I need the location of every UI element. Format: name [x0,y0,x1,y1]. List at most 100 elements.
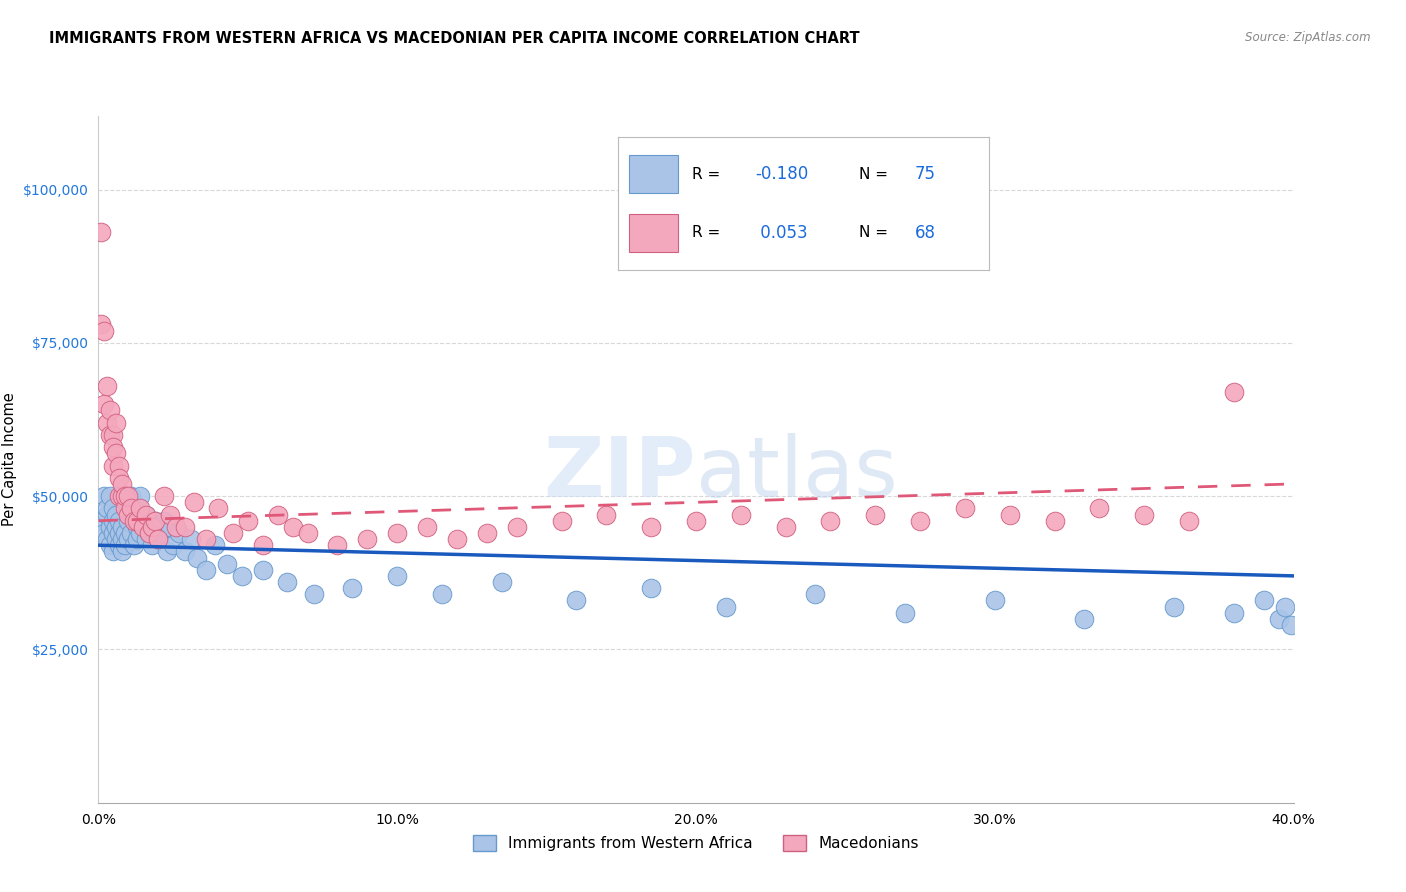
Point [127,514,149,528]
Point [111,544,134,558]
Point [148,532,170,546]
Point [132,514,155,528]
Point [207,501,229,516]
Point [90,226,112,240]
Point [105,520,128,534]
Point [96,378,118,392]
Point [231,569,253,583]
Point [108,538,131,552]
Point [96,532,118,546]
Point [252,538,274,552]
Point [150,525,173,540]
Point [138,525,160,540]
Point [103,544,125,558]
Point [1253,593,1275,607]
Point [93,397,115,411]
Point [90,514,112,528]
Point [98,489,122,503]
Point [111,520,134,534]
Point [281,520,304,534]
Point [96,508,118,522]
Point [195,532,218,546]
Point [252,563,274,577]
Point [111,476,134,491]
Point [204,538,226,552]
Point [685,514,707,528]
Point [93,324,115,338]
Point [1073,612,1095,626]
Point [446,532,468,546]
Point [111,532,134,546]
Point [267,508,290,522]
Point [114,501,136,516]
Point [105,508,128,522]
Point [120,489,142,503]
Point [138,525,160,540]
Point [174,520,197,534]
Point [356,532,378,546]
Point [117,508,139,522]
Point [143,514,166,528]
Point [90,318,112,332]
Point [1088,501,1111,516]
Point [1178,514,1201,528]
Point [98,427,122,442]
Point [108,471,131,485]
Point [894,606,917,620]
Point [222,525,245,540]
Point [236,514,259,528]
Point [148,532,170,546]
Point [143,514,166,528]
Point [117,489,139,503]
Point [103,458,125,473]
Point [984,593,1007,607]
Point [167,525,190,540]
Point [120,525,142,540]
Point [491,574,513,589]
Point [162,538,184,552]
Point [108,489,131,503]
Point [159,520,181,534]
Point [159,508,181,522]
Point [129,489,152,503]
Point [953,501,976,516]
Point [114,525,136,540]
Point [165,520,187,534]
Point [342,581,364,595]
Point [156,544,179,558]
Point [117,514,139,528]
Point [186,550,208,565]
Point [174,544,197,558]
Point [595,508,617,522]
Text: IMMIGRANTS FROM WESTERN AFRICA VS MACEDONIAN PER CAPITA INCOME CORRELATION CHART: IMMIGRANTS FROM WESTERN AFRICA VS MACEDO… [49,31,860,46]
Point [416,520,439,534]
Point [127,520,149,534]
Point [1279,618,1302,632]
Point [105,416,128,430]
Point [135,508,157,522]
Point [908,514,931,528]
Point [1133,508,1156,522]
Point [108,525,131,540]
Point [124,538,146,552]
Point [385,525,409,540]
Point [153,514,176,528]
Point [93,489,115,503]
Point [98,538,122,552]
Point [1043,514,1066,528]
Point [804,587,827,601]
Point [180,532,202,546]
Point [98,520,122,534]
Point [105,532,128,546]
Point [96,501,118,516]
Point [385,569,409,583]
Point [114,489,136,503]
Point [111,489,134,503]
Point [105,446,128,460]
Point [132,520,155,534]
Point [129,525,152,540]
Point [183,495,205,509]
Point [430,587,453,601]
Point [297,525,319,540]
Point [998,508,1021,522]
